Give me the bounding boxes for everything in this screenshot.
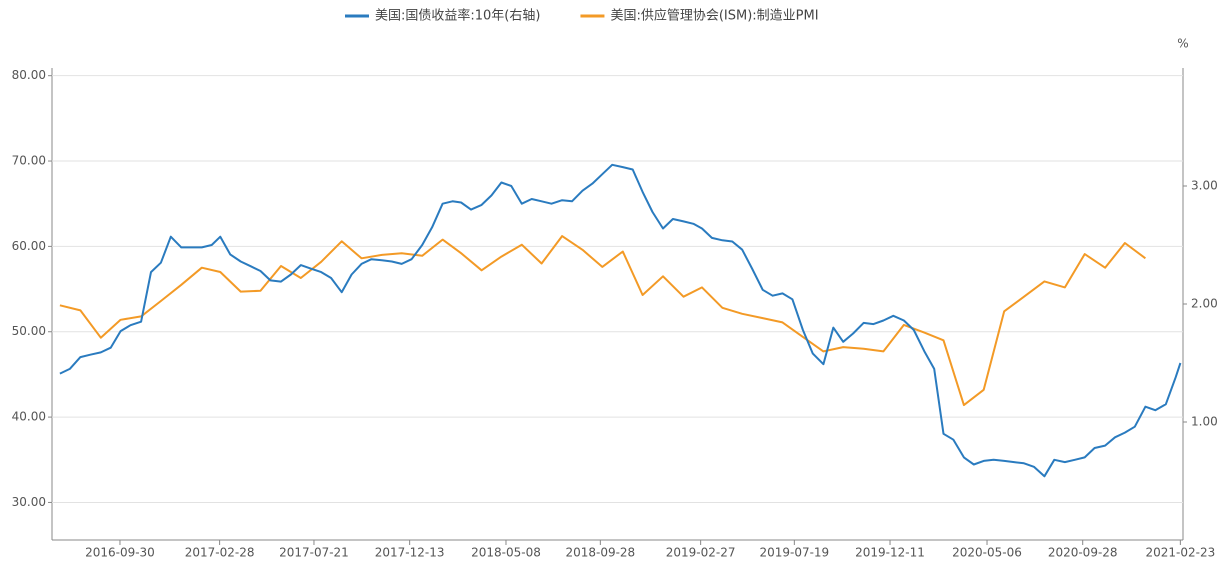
x-tick-label: 2021-02-23 xyxy=(1145,546,1215,560)
x-tick-label: 2019-07-19 xyxy=(759,546,829,560)
y2-tick-label: 1.00 xyxy=(1191,415,1218,429)
legend: 美国:国债收益率:10年(右轴) 美国:供应管理协会(ISM):制造业PMI xyxy=(345,8,819,24)
x-tick-label: 2018-09-28 xyxy=(565,546,635,560)
y-tick-label: 60.00 xyxy=(12,239,46,253)
x-tick-label: 2017-02-28 xyxy=(185,546,255,560)
x-tick-label: 2020-05-06 xyxy=(952,546,1022,560)
x-tick-label: 2019-12-11 xyxy=(855,546,925,560)
x-tick-label: 2020-09-28 xyxy=(1048,546,1118,560)
y-tick-label: 40.00 xyxy=(12,410,46,424)
y2-unit: % xyxy=(1177,37,1188,51)
y-tick-label: 70.00 xyxy=(12,154,46,168)
x-tick-label: 2018-05-08 xyxy=(471,546,541,560)
y2-tick-label: 2.00 xyxy=(1191,297,1218,311)
series-line xyxy=(59,235,1146,407)
legend-label: 美国:国债收益率:10年(右轴) xyxy=(375,8,540,24)
x-tick-label: 2017-12-13 xyxy=(375,546,445,560)
x-tick-label: 2016-09-30 xyxy=(85,546,155,560)
series-line xyxy=(59,163,1182,478)
legend-label: 美国:供应管理协会(ISM):制造业PMI xyxy=(610,8,818,24)
y2-tick-label: 3.00 xyxy=(1191,179,1218,193)
y-tick-label: 50.00 xyxy=(12,324,46,338)
y-tick-label: 80.00 xyxy=(12,68,46,82)
x-tick-label: 2019-02-27 xyxy=(666,546,736,560)
y-tick-label: 30.00 xyxy=(12,495,46,509)
x-tick-label: 2017-07-21 xyxy=(279,546,349,560)
